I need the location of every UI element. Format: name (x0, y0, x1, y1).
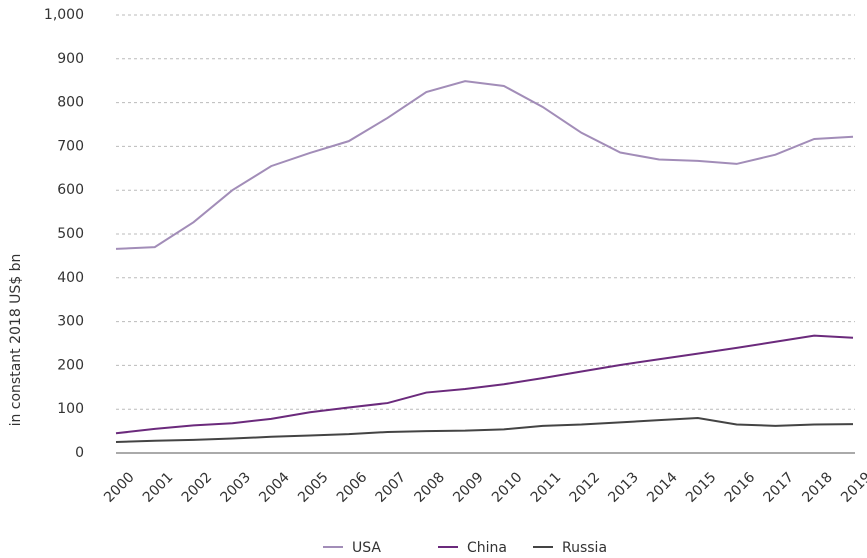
x-tick-label: 2014 (644, 469, 681, 506)
legend-label: Russia (562, 540, 607, 556)
x-tick-label: 2001 (140, 469, 177, 506)
x-tick-label: 2004 (256, 469, 293, 506)
y-tick-label: 300 (57, 314, 84, 330)
x-tick-label: 2003 (218, 469, 255, 506)
series-line (115, 80, 854, 250)
y-tick-label: 800 (57, 95, 84, 111)
x-tick-label: 2012 (567, 469, 604, 506)
x-tick-label: 2010 (489, 469, 526, 506)
legend-label: China (467, 540, 507, 556)
x-tick-label: 2005 (295, 469, 332, 506)
series-line (115, 416, 854, 444)
y-axis-label: in constant 2018 US$ bn (8, 254, 24, 427)
y-tick-label: 200 (57, 357, 84, 373)
x-tick-label: 2015 (683, 469, 720, 506)
y-tick-label: 400 (57, 270, 84, 286)
y-tick-label: 600 (57, 182, 84, 198)
legend-label: USA (352, 540, 381, 556)
series-line (115, 334, 854, 435)
x-tick-label: 2019 (838, 469, 867, 506)
x-tick-label: 2016 (722, 469, 759, 506)
y-tick-label: 100 (57, 401, 84, 417)
x-tick-label: 2008 (411, 469, 448, 506)
y-tick-label: 0 (75, 445, 84, 461)
x-tick-label: 2006 (334, 469, 371, 506)
y-tick-label: 1,000 (44, 7, 84, 23)
y-tick-label: 700 (57, 138, 84, 154)
x-tick-label: 2007 (373, 469, 410, 506)
x-tick-label: 2018 (799, 469, 836, 506)
y-tick-label: 500 (57, 226, 84, 242)
x-tick-label: 2013 (605, 469, 642, 506)
x-tick-label: 2011 (528, 469, 565, 506)
x-tick-label: 2017 (761, 469, 798, 506)
x-tick-label: 2009 (450, 469, 487, 506)
x-tick-label: 2000 (101, 469, 138, 506)
y-tick-label: 900 (57, 51, 84, 67)
x-tick-label: 2002 (179, 469, 216, 506)
